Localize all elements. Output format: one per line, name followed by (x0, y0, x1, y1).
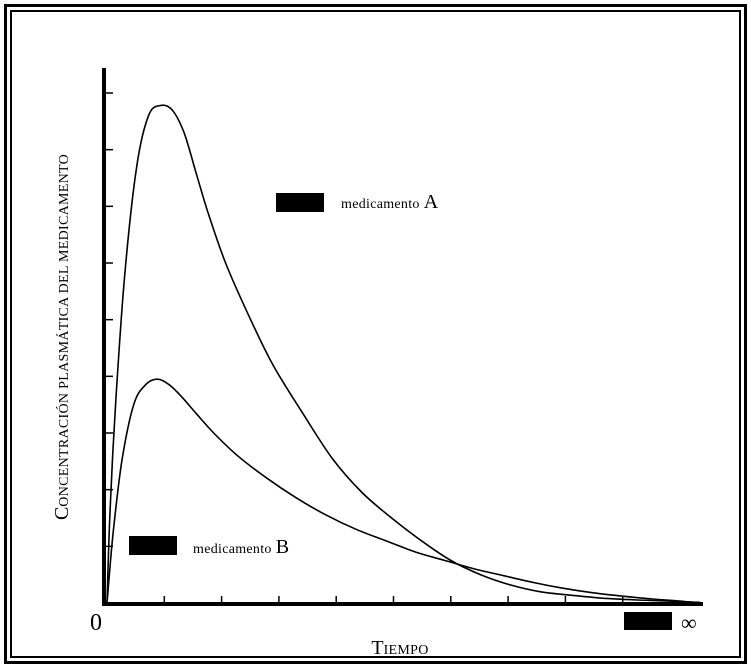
legend-swatch-a (276, 193, 324, 212)
x-axis-ticks (163, 596, 624, 604)
outer-frame (4, 4, 747, 664)
x-tick-label-infinity: ∞ (681, 610, 697, 635)
y-axis-title: CONCENTRACIÓN PLASMÁTICA DEL MEDICAMENTO (51, 154, 73, 520)
legend-swatch-b (129, 536, 177, 555)
x-tick-label-origin: 0 (90, 610, 102, 636)
series-line-medicamento-a (106, 104, 701, 604)
x-axis-title: TIEMPO (371, 637, 428, 659)
inner-frame (10, 10, 741, 658)
series-line-medicamento-b (106, 378, 701, 604)
legend-label-b: medicamento B (193, 536, 289, 558)
x-end-marker (624, 612, 672, 630)
legend-label-a: medicamento A (341, 191, 439, 213)
